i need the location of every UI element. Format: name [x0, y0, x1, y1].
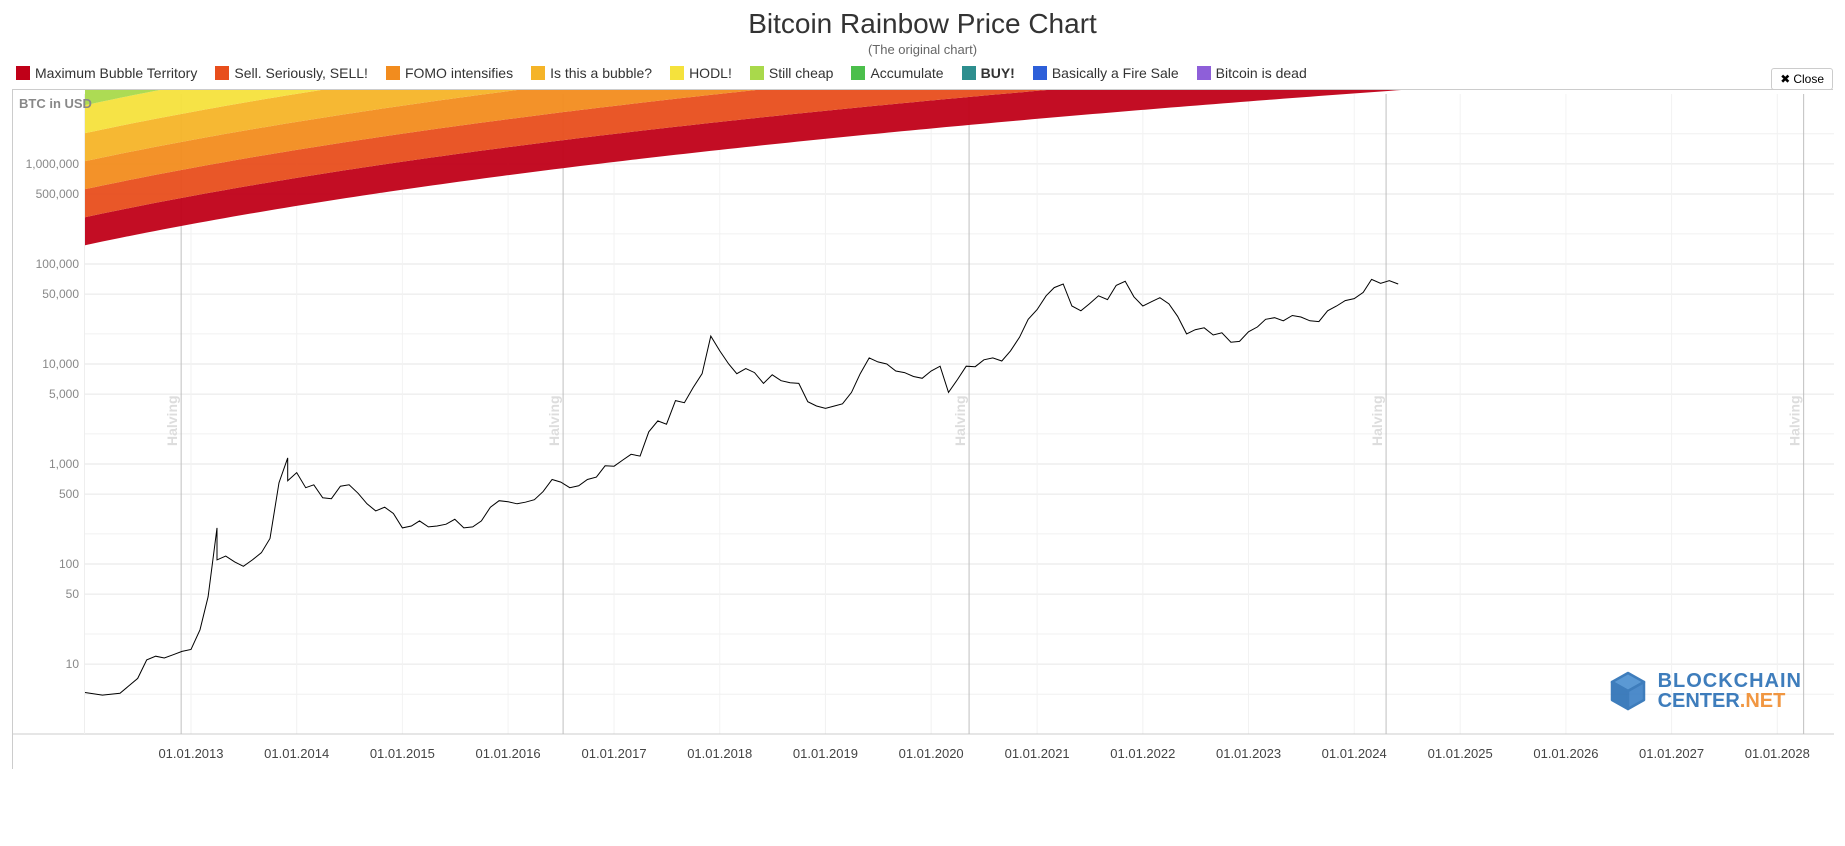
legend-swatch	[962, 66, 976, 80]
y-tick-label: 10	[66, 657, 80, 671]
y-tick-label: 500	[59, 487, 79, 501]
page-title: Bitcoin Rainbow Price Chart	[0, 8, 1845, 40]
legend-swatch	[750, 66, 764, 80]
legend-swatch	[851, 66, 865, 80]
legend-label: Sell. Seriously, SELL!	[234, 65, 368, 81]
x-tick-label: 01.01.2015	[370, 746, 435, 761]
legend-item[interactable]: Accumulate	[851, 65, 943, 81]
chart-area[interactable]: BTC in USD 10 50 100 500 1,000 5,000 10,000 50,…	[12, 89, 1833, 769]
close-label: Close	[1793, 72, 1824, 86]
y-tick-label: 100	[59, 557, 79, 571]
legend-label: Bitcoin is dead	[1216, 65, 1307, 81]
x-tick-label: 01.01.2021	[1005, 746, 1070, 761]
y-tick-label: 10,000	[42, 357, 79, 371]
legend-swatch	[16, 66, 30, 80]
halving-label: Halving	[546, 395, 562, 446]
y-tick-label: 50,000	[42, 287, 79, 301]
y-axis-title: BTC in USD	[19, 96, 92, 111]
y-tick-label: 500,000	[36, 187, 80, 201]
legend-swatch	[1033, 66, 1047, 80]
watermark: BLOCKCHAIN CENTER.NET	[1606, 669, 1802, 713]
legend-swatch	[670, 66, 684, 80]
legend-label: HODL!	[689, 65, 732, 81]
x-tick-label: 01.01.2027	[1639, 746, 1704, 761]
y-tick-label: 50	[66, 587, 80, 601]
legend-item[interactable]: Bitcoin is dead	[1197, 65, 1307, 81]
legend-swatch	[386, 66, 400, 80]
legend-swatch	[1197, 66, 1211, 80]
halving-label: Halving	[1787, 395, 1803, 446]
close-button[interactable]: ✖ Close	[1771, 68, 1833, 90]
y-tick-label: 1,000	[49, 457, 79, 471]
legend: Maximum Bubble Territory Sell. Seriously,…	[0, 57, 1845, 85]
x-tick-label: 01.01.2025	[1428, 746, 1493, 761]
x-tick-label: 01.01.2018	[687, 746, 752, 761]
watermark-line1: BLOCKCHAIN	[1658, 671, 1802, 691]
watermark-line2a: CENTER	[1658, 690, 1740, 712]
legend-item[interactable]: Maximum Bubble Territory	[16, 65, 197, 81]
x-tick-label: 01.01.2013	[158, 746, 223, 761]
watermark-line2b: .NET	[1740, 690, 1786, 712]
y-tick-label: 1,000,000	[26, 157, 80, 171]
legend-label: Basically a Fire Sale	[1052, 65, 1179, 81]
legend-item[interactable]: Still cheap	[750, 65, 834, 81]
legend-swatch	[215, 66, 229, 80]
x-tick-label: 01.01.2020	[899, 746, 964, 761]
legend-item[interactable]: BUY!	[962, 65, 1015, 81]
halving-label: Halving	[1369, 395, 1385, 446]
chart-svg: 10 50 100 500 1,000 5,000 10,000 50,000 100,000 5…	[13, 90, 1834, 770]
x-tick-label: 01.01.2022	[1110, 746, 1175, 761]
x-tick-label: 01.01.2017	[582, 746, 647, 761]
cube-icon	[1606, 669, 1650, 713]
x-tick-label: 01.01.2019	[793, 746, 858, 761]
legend-label: BUY!	[981, 65, 1015, 81]
y-tick-label: 100,000	[36, 257, 80, 271]
page-subtitle: (The original chart)	[0, 42, 1845, 57]
legend-label: Is this a bubble?	[550, 65, 652, 81]
legend-label: FOMO intensifies	[405, 65, 513, 81]
x-tick-label: 01.01.2023	[1216, 746, 1281, 761]
legend-label: Maximum Bubble Territory	[35, 65, 197, 81]
legend-item[interactable]: HODL!	[670, 65, 732, 81]
x-tick-label: 01.01.2026	[1533, 746, 1598, 761]
x-tick-label: 01.01.2024	[1322, 746, 1387, 761]
legend-item[interactable]: Sell. Seriously, SELL!	[215, 65, 368, 81]
x-tick-label: 01.01.2028	[1745, 746, 1810, 761]
halving-label: Halving	[952, 395, 968, 446]
y-tick-label: 5,000	[49, 387, 79, 401]
legend-label: Still cheap	[769, 65, 834, 81]
halving-label: Halving	[164, 395, 180, 446]
x-tick-label: 01.01.2014	[264, 746, 329, 761]
legend-label: Accumulate	[870, 65, 943, 81]
legend-swatch	[531, 66, 545, 80]
legend-item[interactable]: Basically a Fire Sale	[1033, 65, 1179, 81]
close-icon: ✖	[1780, 72, 1790, 86]
x-tick-label: 01.01.2016	[476, 746, 541, 761]
legend-item[interactable]: FOMO intensifies	[386, 65, 513, 81]
legend-item[interactable]: Is this a bubble?	[531, 65, 652, 81]
